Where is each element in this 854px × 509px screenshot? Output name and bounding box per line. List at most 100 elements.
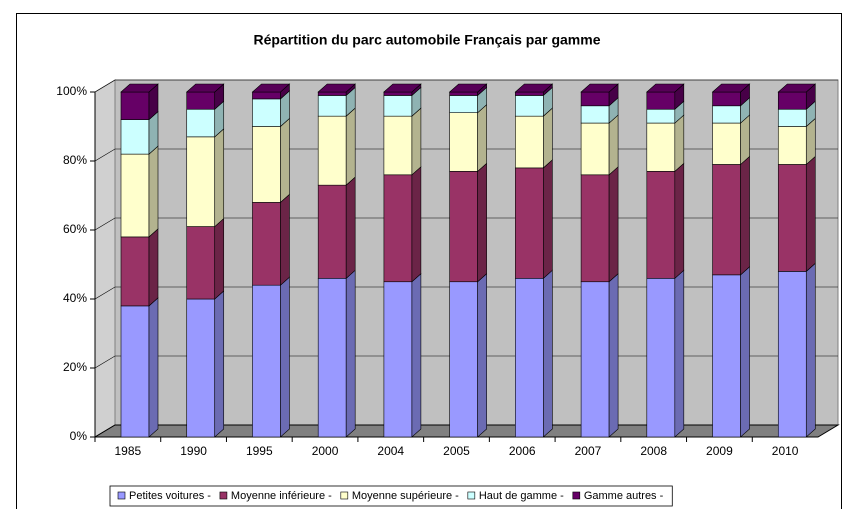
bar-segment [777,108,807,127]
bar-side [608,114,619,176]
bar-side [543,107,553,169]
bar-side [805,155,816,273]
bar-segment [449,91,478,96]
bar-segment [252,202,281,286]
bar-top [120,83,159,93]
bar-side [674,269,685,438]
bar-segment [646,277,676,438]
bar-side [608,166,619,283]
bar-segment [580,105,610,124]
bar-side [805,262,816,438]
bar-segment [712,122,741,165]
bar-side [411,107,422,176]
bar-side [280,117,290,204]
bar-side [411,273,422,438]
y-tick-label: 20% [63,360,87,374]
bar-segment [646,108,676,124]
x-tick-label: 2006 [509,444,536,458]
x-tick-label: 2000 [312,444,339,458]
legend-swatch [117,491,126,500]
bar-top [646,83,685,93]
y-tick-label: 100% [56,84,87,98]
legend-swatch [340,491,349,500]
bar-side [477,162,487,283]
bar-segment [777,91,807,110]
bar-segment [383,174,413,283]
bar-segment [317,91,347,96]
bar-top [711,83,751,93]
bar-segment [252,91,281,100]
x-tick-label: 2004 [377,444,404,458]
grid-line [94,79,838,93]
bar-side [280,276,290,438]
bar-side [148,145,159,238]
bar-segment [515,167,544,279]
bar-side [148,228,159,307]
bar-top [317,83,356,93]
bar-segment [317,115,347,186]
bar-side [477,104,487,173]
bar-segment [712,105,741,124]
bar-side [345,107,356,186]
bar-segment [186,91,216,110]
bar-segment [449,171,478,283]
bar-segment [777,126,807,165]
x-tick-label: 2010 [772,444,799,458]
bar-segment [186,136,216,227]
x-tick-label: 2008 [640,444,667,458]
bar-segment [646,171,676,279]
bar-segment [383,91,413,96]
bar-segment [712,91,741,107]
bar-side [148,297,159,438]
bar-segment [317,277,347,438]
bar-segment [120,119,150,155]
bar-segment [120,236,150,307]
bar-segment [449,281,478,438]
x-tick-label: 2005 [443,444,470,458]
bar-top [383,83,422,93]
bar-segment [186,108,216,138]
bar-segment [120,305,150,438]
bar-side [674,162,685,279]
bar-segment [515,91,544,96]
x-tick-label: 1985 [115,444,142,458]
bar-side [740,155,750,276]
legend-swatch [219,491,228,500]
legend-label: Moyenne inférieure - [231,490,332,502]
bar-segment [120,91,150,120]
bar-side [674,114,685,173]
bar-side [740,114,750,166]
bar-segment [712,164,741,276]
x-tick-label: 1995 [246,444,273,458]
bar-segment [383,95,413,117]
bar-segment [712,274,741,438]
bar-segment [777,271,807,438]
chart-title: Répartition du parc automobile Français … [254,32,601,48]
legend-label: Moyenne supérieure - [352,490,459,502]
bar-side [543,159,553,279]
bar-segment [120,153,150,238]
legend-box [109,485,673,507]
y-tick-label: 60% [63,222,87,236]
legend-swatch [467,491,476,500]
y-tick-label: 40% [63,291,87,305]
bar-segment [252,98,281,127]
legend-label: Haut de gamme - [479,490,564,502]
bar-side [214,128,225,228]
bar-side [345,269,356,438]
bar-segment [383,115,413,176]
bar-segment [515,277,544,438]
bar-side [345,176,356,279]
bar-top [185,83,225,93]
bar-side [411,166,422,283]
bar-side [543,269,553,438]
x-tick-label: 2007 [575,444,602,458]
bar-segment [383,281,413,438]
bar-side [740,266,750,438]
bar-segment [580,122,610,176]
legend: Petites voitures - Moyenne inférieure - Mo… [109,485,673,507]
bar-side [280,193,290,286]
bar-top [580,83,619,93]
bar-segment [646,122,676,172]
